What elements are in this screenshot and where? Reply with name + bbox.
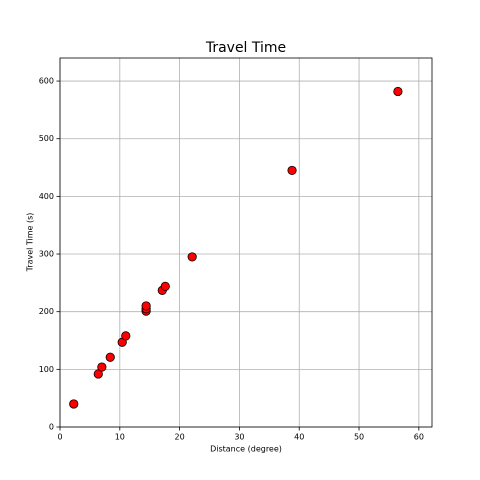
- chart-title: Travel Time: [205, 40, 286, 56]
- x-tick-label: 50: [354, 433, 364, 442]
- point: [287, 165, 297, 176]
- point: [69, 399, 79, 409]
- y-tick-label: 300: [39, 250, 54, 259]
- x-tick-label: 0: [57, 433, 62, 442]
- y-tick-label: 600: [39, 77, 54, 86]
- y-tick-label: 0: [49, 423, 54, 432]
- point: [141, 301, 151, 311]
- x-tick-label: 40: [294, 433, 304, 442]
- x-axis-label: Distance (degree): [210, 445, 282, 454]
- x-tick-label: 10: [115, 433, 125, 442]
- x-tick-label: 20: [175, 433, 185, 442]
- x-tick-label: 60: [414, 433, 424, 442]
- point: [105, 352, 115, 362]
- point: [187, 252, 197, 262]
- y-tick-label: 200: [39, 307, 54, 316]
- y-axis-label: Travel Time (s): [26, 213, 35, 273]
- point: [121, 331, 131, 341]
- point: [160, 281, 170, 291]
- plot-frame: [59, 57, 433, 428]
- point: [393, 86, 403, 97]
- y-tick-label: 100: [39, 365, 54, 374]
- y-tick-label: 400: [39, 192, 54, 201]
- y-tick-label: 500: [39, 134, 54, 143]
- point: [97, 362, 107, 372]
- x-tick-label: 30: [234, 433, 244, 442]
